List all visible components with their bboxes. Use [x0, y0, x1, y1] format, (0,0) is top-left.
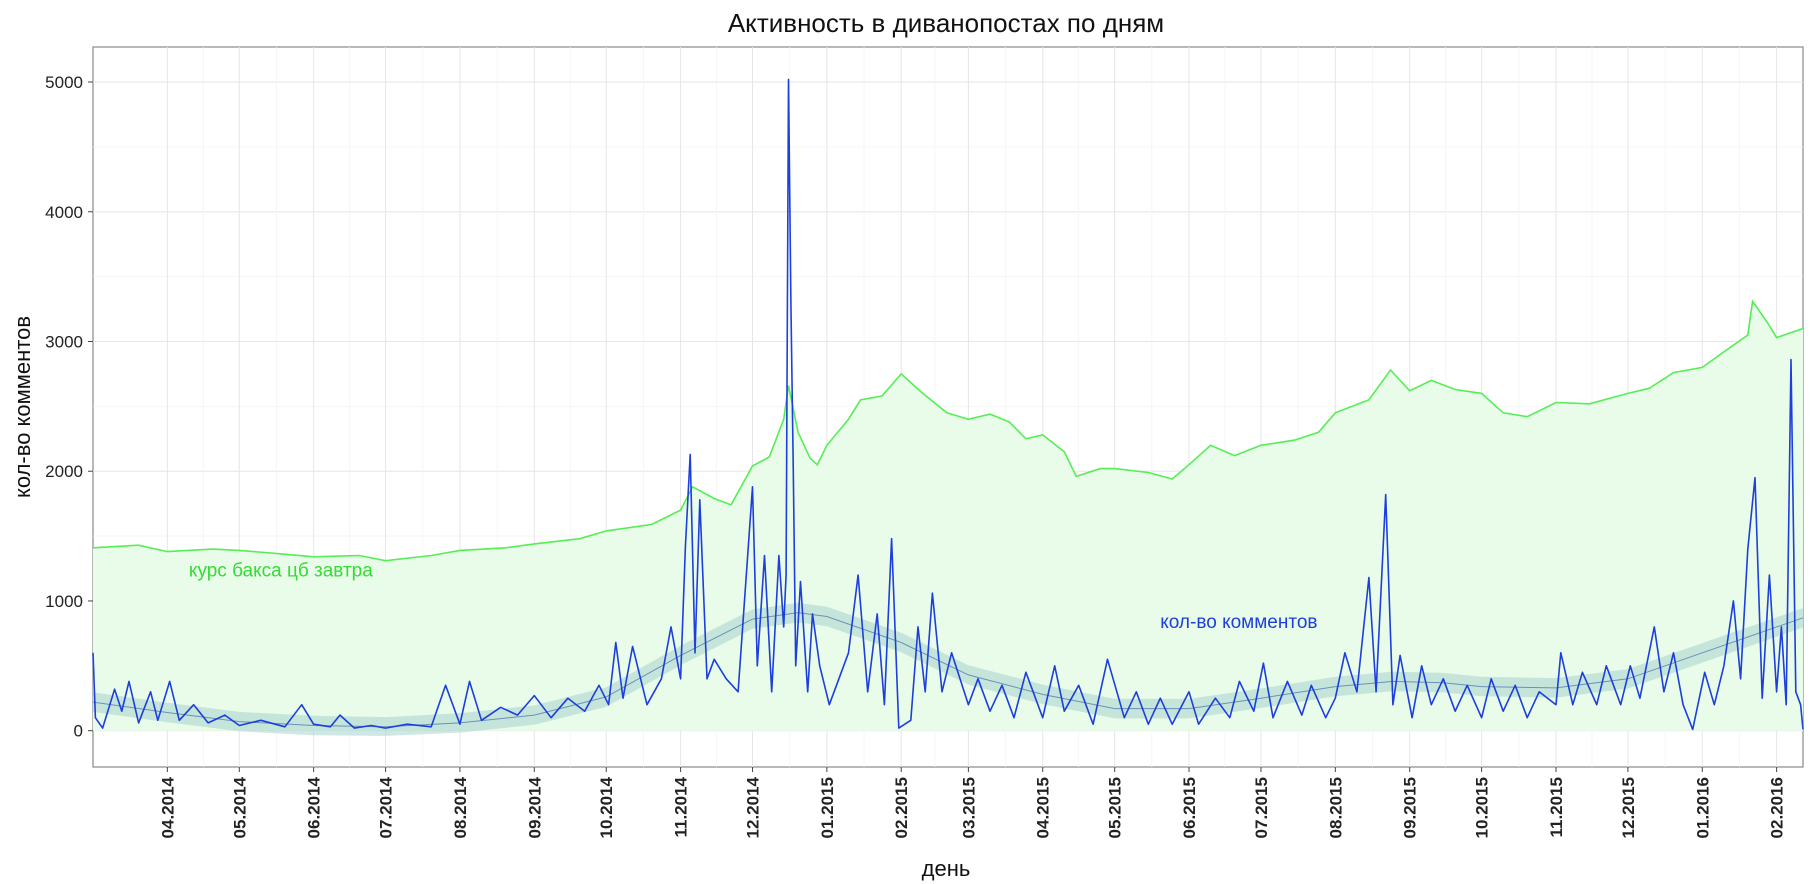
x-tick-label: 03.2015: [959, 777, 978, 838]
x-tick-label: 11.2014: [672, 776, 691, 837]
x-tick-label: 04.2014: [158, 776, 177, 838]
y-axis: 0 1000 2000 3000 4000 5000: [45, 73, 93, 741]
x-axis-title: день: [922, 856, 971, 881]
x-tick-label: 07.2014: [377, 776, 396, 838]
x-tick-label: 10.2014: [597, 776, 616, 838]
x-tick-label: 07.2015: [1252, 777, 1271, 838]
annotations-layer: курс бакса цб завтра кол-во комментов: [189, 560, 1318, 633]
x-tick-label: 02.2015: [892, 777, 911, 838]
x-tick-label: 06.2015: [1180, 777, 1199, 838]
y-tick-label: 3000: [45, 332, 83, 351]
usd-area-fill: [93, 301, 1803, 731]
x-tick-label: 08.2014: [451, 776, 470, 838]
y-tick-label: 2000: [45, 462, 83, 481]
annotation-label: курс бакса цб завтра: [189, 560, 373, 581]
y-tick-label: 1000: [45, 592, 83, 611]
annotation-label: кол-во комментов: [1160, 612, 1317, 633]
y-tick-label: 4000: [45, 203, 83, 222]
comments-layer: [92, 78, 1804, 731]
x-tick-label: 10.2015: [1473, 777, 1492, 838]
x-axis: 04.2014 05.2014 06.2014 07.2014 08.2014 09.20…: [158, 767, 1787, 838]
x-tick-label: 12.2014: [744, 776, 763, 838]
x-tick-label: 05.2015: [1106, 777, 1125, 838]
x-tick-label: 09.2014: [525, 776, 544, 838]
x-tick-label: 12.2015: [1619, 777, 1638, 838]
x-tick-label: 09.2015: [1401, 777, 1420, 838]
chart-title: Активность в диванопостах по дням: [728, 8, 1164, 38]
usd-area-layer: [92, 299, 1804, 731]
x-tick-label: 08.2015: [1326, 777, 1345, 838]
y-tick-label: 0: [74, 722, 83, 741]
x-tick-label: 02.2016: [1768, 777, 1787, 838]
x-tick-label: 04.2015: [1034, 777, 1053, 838]
comments-line: [92, 78, 1804, 731]
x-tick-label: 01.2015: [818, 777, 837, 838]
x-tick-label: 06.2014: [305, 776, 324, 838]
y-tick-label: 5000: [45, 73, 83, 92]
x-tick-label: 05.2014: [230, 776, 249, 838]
y-axis-title: кол-во комментов: [10, 316, 35, 498]
x-tick-label: 01.2016: [1693, 777, 1712, 838]
usd-rate-line: [92, 299, 1804, 562]
x-tick-label: 11.2015: [1547, 777, 1566, 838]
